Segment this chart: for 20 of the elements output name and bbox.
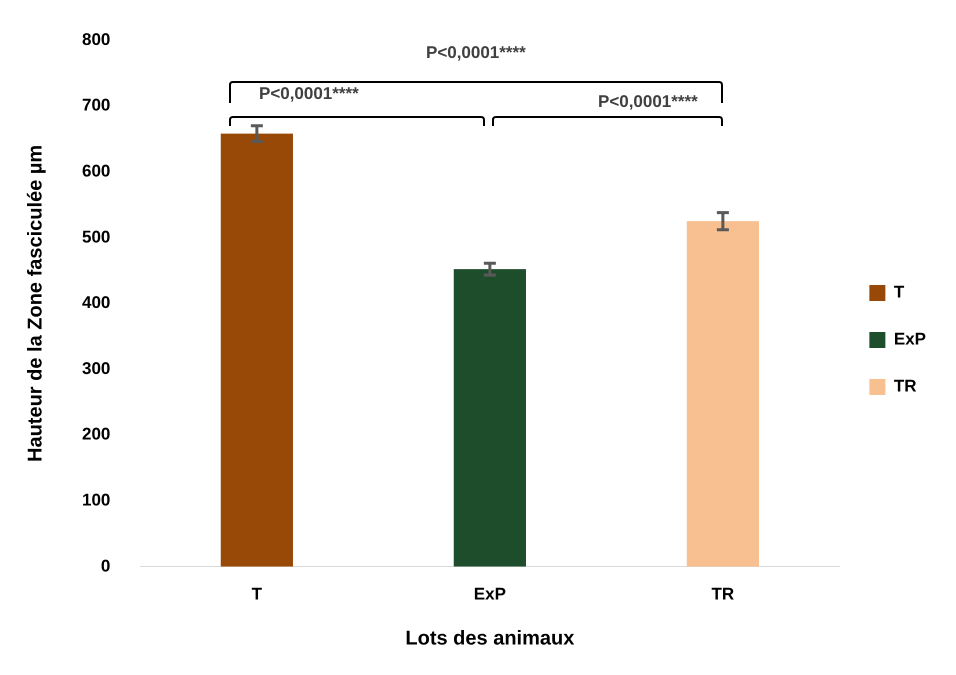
annotation: P<0,0001**** xyxy=(258,84,359,104)
y-tick-label: 300 xyxy=(82,358,110,378)
x-axis-title: Lots des animaux xyxy=(405,628,574,650)
legend-label: T xyxy=(894,282,905,302)
y-tick-label: 0 xyxy=(100,556,110,576)
y-axis-title: Hauteur de la Zone fasciculée µm xyxy=(24,144,47,462)
y-tick-label: 800 xyxy=(82,30,110,49)
annotation: P<0,0001**** xyxy=(426,42,526,63)
x-tick-label: T xyxy=(252,584,263,604)
legend-label: TR xyxy=(894,376,917,396)
x-tick-label: ExP xyxy=(474,584,506,604)
x-tick-label: TR xyxy=(712,584,734,604)
y-tick-label: 100 xyxy=(82,490,110,510)
legend-label: ExP xyxy=(894,330,926,349)
y-tick-label: 700 xyxy=(82,96,110,115)
y-tick-label: 400 xyxy=(82,293,110,312)
y-tick-label: 200 xyxy=(82,424,110,444)
annotation: P<0,0001**** xyxy=(598,92,698,112)
y-tick-label: 600 xyxy=(82,161,110,180)
y-tick-label: 500 xyxy=(82,227,110,246)
